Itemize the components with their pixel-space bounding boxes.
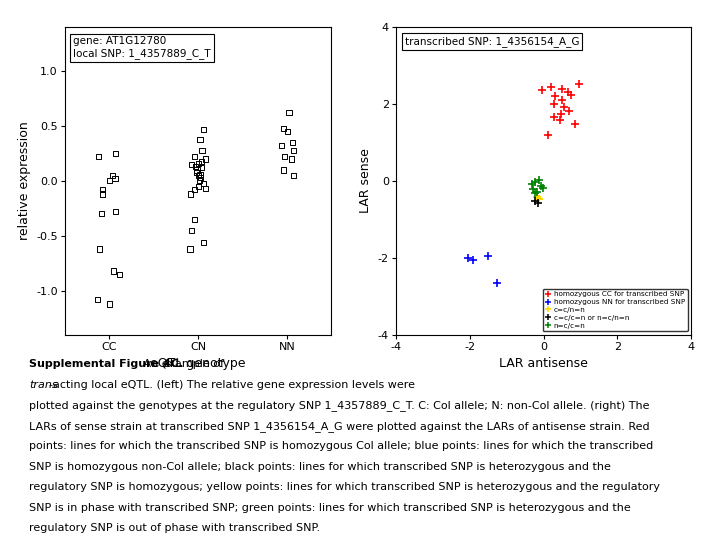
Point <box>92 295 104 304</box>
Point <box>198 179 210 187</box>
Point <box>193 159 204 167</box>
Text: regulatory SNP is homozygous; yellow points: lines for which transcribed SNP is : regulatory SNP is homozygous; yellow poi… <box>29 482 660 492</box>
Point <box>199 184 211 193</box>
Y-axis label: LAR sense: LAR sense <box>359 148 372 213</box>
Point <box>109 174 121 183</box>
Point <box>287 138 298 147</box>
Point <box>96 190 108 198</box>
Point <box>189 185 201 194</box>
Point <box>104 300 115 308</box>
Point <box>194 135 206 144</box>
Text: Supplemental Figure 4C.: Supplemental Figure 4C. <box>29 359 183 369</box>
Point <box>104 177 115 185</box>
Point <box>109 207 121 216</box>
Text: plotted against the genotypes at the regulatory SNP 1_4357889_C_T. C: Col allele: plotted against the genotypes at the reg… <box>29 400 649 411</box>
X-axis label: LAR antisense: LAR antisense <box>499 357 588 370</box>
Text: -acting local eQTL. (left) The relative gene expression levels were: -acting local eQTL. (left) The relative … <box>49 380 415 390</box>
Point <box>198 238 210 247</box>
Text: transcribed SNP: 1_4356154_A_G: transcribed SNP: 1_4356154_A_G <box>405 36 580 47</box>
Point <box>186 160 197 168</box>
Text: SNP is in phase with transcribed SNP; green points: lines for which transcribed : SNP is in phase with transcribed SNP; gr… <box>29 503 631 513</box>
Point <box>196 146 207 154</box>
Point <box>189 152 200 161</box>
Point <box>282 127 294 136</box>
Point <box>279 152 290 161</box>
Point <box>114 270 125 279</box>
Point <box>185 226 197 235</box>
Point <box>184 245 196 253</box>
Point <box>198 125 210 133</box>
Point <box>193 182 204 191</box>
Point <box>276 141 287 150</box>
Point <box>194 177 205 185</box>
Point <box>94 245 105 253</box>
Y-axis label: relative expression: relative expression <box>18 122 31 240</box>
Text: points: lines for which the transcribed SNP is homozygous Col allele; blue point: points: lines for which the transcribed … <box>29 441 653 451</box>
Text: regulatory SNP is out of phase with transcribed SNP.: regulatory SNP is out of phase with tran… <box>29 523 320 534</box>
Text: trans: trans <box>29 380 58 390</box>
Point <box>286 154 297 163</box>
Point <box>199 154 211 163</box>
Point <box>192 171 204 180</box>
Point <box>189 215 200 224</box>
Point <box>185 190 197 198</box>
Point <box>196 157 207 165</box>
Point <box>107 171 118 180</box>
Point <box>191 168 202 177</box>
Text: SNP is homozygous non-Col allele; black points: lines for which transcribed SNP : SNP is homozygous non-Col allele; black … <box>29 462 611 472</box>
Point <box>190 163 202 171</box>
Point <box>109 149 121 158</box>
Point <box>277 166 289 174</box>
Text: An example of: An example of <box>140 359 228 369</box>
Point <box>195 164 207 172</box>
Point <box>97 185 109 194</box>
Point <box>278 124 289 132</box>
Point <box>108 267 120 275</box>
Point <box>192 166 203 174</box>
Point <box>194 170 206 179</box>
X-axis label: eQTL genotype: eQTL genotype <box>150 357 246 370</box>
Point <box>195 173 207 182</box>
Point <box>287 146 299 154</box>
Text: gene: AT1G12780
local SNP: 1_4357889_C_T: gene: AT1G12780 local SNP: 1_4357889_C_T <box>73 36 210 59</box>
Point <box>92 152 104 161</box>
Point <box>96 210 107 218</box>
Legend: homozygous CC for transcribed SNP, homozygous NN for transcribed SNP, c=c/n=n, c: homozygous CC for transcribed SNP, homoz… <box>543 289 688 331</box>
Text: LARs of sense strain at transcribed SNP 1_4356154_A_G were plotted against the L: LARs of sense strain at transcribed SNP … <box>29 421 649 431</box>
Point <box>288 171 300 180</box>
Point <box>283 109 294 117</box>
